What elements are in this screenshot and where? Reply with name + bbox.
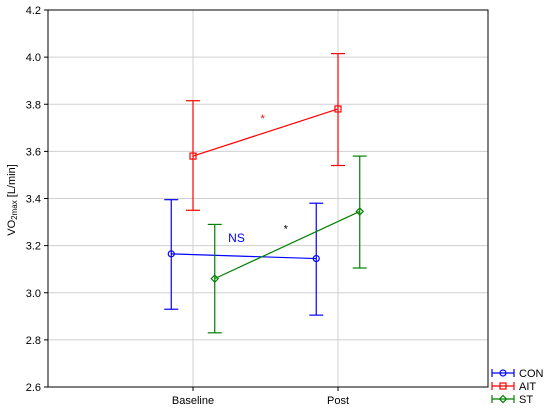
y-tick-label: 3.6 <box>26 146 41 158</box>
legend-label: CON <box>519 368 544 380</box>
series-st <box>207 155 367 334</box>
y-tick-label: 3.4 <box>26 194 41 206</box>
y-tick-label: 3.2 <box>26 241 41 253</box>
legend-item-ait: AIT <box>491 381 536 393</box>
y-tick-label: 3.8 <box>26 99 41 111</box>
data-point <box>189 152 197 160</box>
legend-marker <box>499 382 507 390</box>
legend-marker <box>499 369 507 377</box>
annotation-label: * <box>284 224 289 236</box>
series-group <box>164 52 367 334</box>
annotation-label: * <box>260 113 265 125</box>
y-axis-label-main: VO <box>6 219 18 235</box>
series-con <box>164 199 324 316</box>
data-point <box>167 250 175 258</box>
plot-frame <box>47 9 489 388</box>
legend-item-st: ST <box>491 394 533 406</box>
legend-label: AIT <box>519 381 536 393</box>
series-line <box>192 108 339 157</box>
series-line <box>171 253 317 260</box>
data-point <box>210 274 220 283</box>
y-tick-label: 4.0 <box>26 52 41 64</box>
y-axis-label: VO2max [L/min] <box>6 164 19 236</box>
y-tick-label: 2.8 <box>26 335 41 347</box>
data-point <box>312 254 320 263</box>
annotation-label: NS <box>228 231 245 245</box>
legend-marker <box>498 394 508 404</box>
series-ait <box>186 52 345 211</box>
legend-item-con: CON <box>491 368 544 380</box>
y-axis-label-unit: [L/min] <box>6 164 18 200</box>
x-tick-label: Post <box>327 395 349 407</box>
x-ticks: Baseline Post <box>172 387 349 407</box>
annotations: NS * * <box>228 113 288 245</box>
y-tick-label: 2.6 <box>26 382 41 394</box>
legend-label: ST <box>519 394 533 406</box>
data-point <box>355 207 365 216</box>
data-point <box>334 105 342 113</box>
x-tick-label: Baseline <box>172 395 214 407</box>
y-tick-label: 3.0 <box>26 288 41 300</box>
series-line <box>214 210 361 280</box>
y-tick-label: 4.2 <box>26 5 41 17</box>
y-axis-label-subscript: 2max <box>10 200 19 220</box>
y-ticks: 2.6 2.8 3.0 3.2 3.4 3.6 3.8 4.0 4.2 <box>26 5 48 394</box>
grid <box>48 10 488 387</box>
